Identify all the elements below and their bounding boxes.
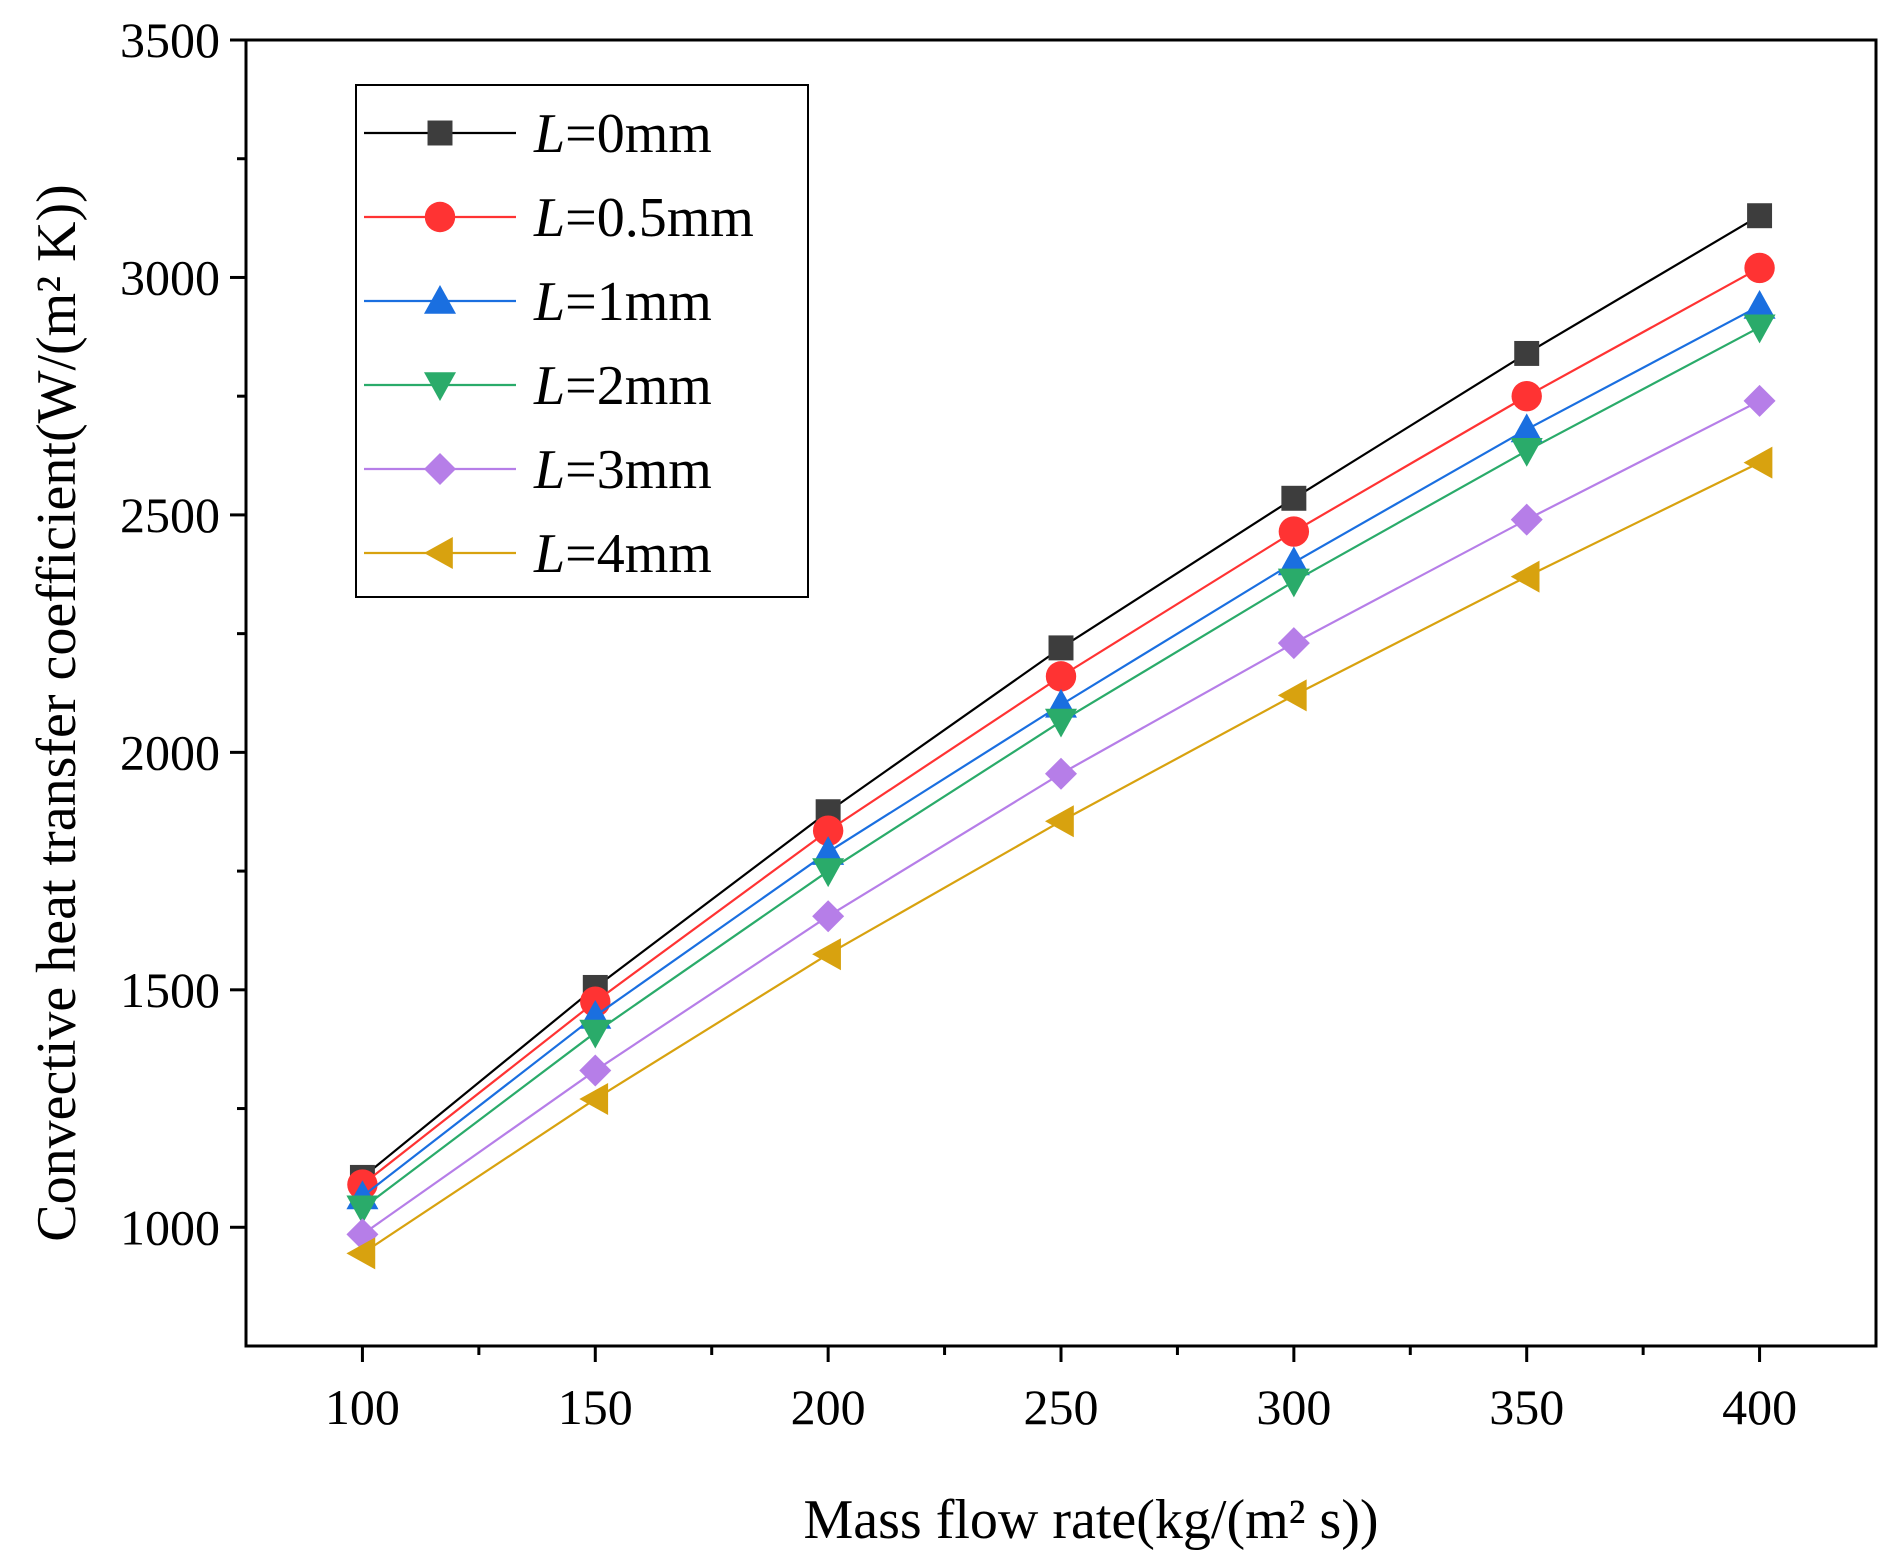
legend-item: L=0.5mm	[364, 187, 754, 249]
data-point	[579, 1054, 612, 1087]
plot-frame	[244, 38, 1878, 1348]
y-tick-label: 2500	[120, 487, 220, 543]
data-point	[812, 900, 845, 933]
data-point	[579, 1083, 609, 1116]
data-point	[1045, 805, 1074, 838]
y-tick-labels: 1000 1500 2000 2500 3000 3500	[120, 12, 220, 1255]
data-point	[1743, 289, 1776, 319]
data-point	[1743, 384, 1776, 417]
data-point	[1743, 446, 1773, 479]
data-point	[812, 938, 841, 971]
data-point	[812, 836, 845, 865]
data-point	[1510, 437, 1543, 467]
legend-label: L=0mm	[533, 103, 712, 165]
x-tick-label: 250	[1024, 1379, 1099, 1435]
data-point	[1743, 314, 1776, 344]
legend-marker	[424, 201, 456, 233]
legend: L=0mm L=0.5mm L=1mm L=2mm L=3mm L=4mm	[355, 84, 809, 598]
legend-label: L=2mm	[533, 355, 712, 417]
series-L=4mm	[346, 446, 1773, 1270]
legend-marker	[424, 285, 456, 314]
data-point	[1045, 757, 1077, 790]
legend-item: L=2mm	[364, 355, 712, 417]
legend-label: L=1mm	[533, 271, 712, 333]
data-point	[1510, 560, 1540, 593]
legend-item: L=1mm	[364, 271, 712, 333]
legend-item: L=3mm	[364, 439, 712, 501]
x-tick-label: 300	[1256, 1379, 1331, 1435]
y-tick-label: 1500	[120, 962, 220, 1018]
data-point	[1510, 503, 1543, 536]
data-point	[579, 1019, 612, 1049]
y-tick-label: 1000	[120, 1199, 220, 1255]
legend-marker	[427, 120, 453, 146]
data-point	[1278, 516, 1310, 547]
series-L=3mm	[346, 384, 1776, 1251]
x-tick-label: 200	[791, 1379, 866, 1435]
legend-item: L=4mm	[364, 523, 712, 585]
data-point	[1510, 413, 1543, 443]
x-tick-labels: 100 150 200 250 300 350 400	[325, 1379, 1797, 1435]
legend-item: L=0mm	[364, 103, 712, 165]
legend-label: L=3mm	[533, 439, 712, 501]
data-point	[1744, 252, 1775, 284]
legend-marker	[424, 372, 456, 401]
x-tick-label: 100	[325, 1379, 400, 1435]
legend-marker	[424, 453, 456, 485]
data-point	[1514, 340, 1540, 366]
data-point	[1511, 380, 1542, 412]
x-tick-label: 400	[1722, 1379, 1797, 1435]
legend-box	[355, 84, 809, 598]
y-tick-label: 3000	[120, 249, 220, 305]
legend-label: L=4mm	[533, 523, 712, 585]
data-point	[1277, 568, 1310, 598]
data-point	[1277, 679, 1307, 712]
x-axis-title: Mass flow rate(kg/(m² s))	[803, 1489, 1378, 1551]
data-point	[1281, 485, 1307, 511]
data-point	[1048, 635, 1074, 661]
data-point	[812, 858, 845, 888]
data-point	[1277, 627, 1310, 660]
series-L=2mm	[346, 314, 1776, 1225]
data-point	[346, 1195, 379, 1225]
series-layer	[346, 203, 1776, 1270]
data-point	[812, 815, 844, 846]
data-point	[1747, 203, 1773, 229]
y-tick-label: 3500	[120, 12, 220, 68]
data-point	[1277, 546, 1310, 576]
data-point	[346, 1237, 376, 1270]
y-axis-title: Convective heat transfer coefficient(W/(…	[26, 184, 88, 1242]
x-tick-label: 150	[558, 1379, 633, 1435]
legend-label: L=0.5mm	[533, 187, 754, 249]
x-tick-label: 350	[1489, 1379, 1564, 1435]
data-point	[1045, 708, 1077, 738]
y-tick-label: 2000	[120, 724, 220, 780]
legend-marker	[424, 537, 453, 569]
data-point	[1045, 661, 1077, 692]
